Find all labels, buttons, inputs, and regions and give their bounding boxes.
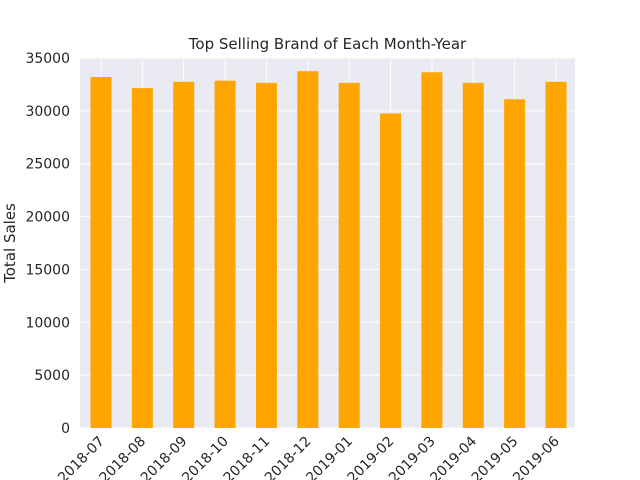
bars xyxy=(90,71,567,429)
y-tick-label: 25000 xyxy=(25,157,70,173)
bar-2019-03 xyxy=(421,72,443,429)
y-tick-label: 35000 xyxy=(25,51,70,67)
y-tick-labels: 0 5000 10000 15000 20000 25000 30000 35000 xyxy=(25,51,70,437)
y-tick-label: 15000 xyxy=(25,262,70,278)
plot-background xyxy=(80,58,575,428)
bar-2018-09 xyxy=(173,81,195,429)
bar-2018-07 xyxy=(90,77,112,429)
bar-2019-01 xyxy=(338,82,360,428)
y-tick-label: 20000 xyxy=(25,210,70,226)
bar-2019-05 xyxy=(504,99,526,428)
bar-2019-04 xyxy=(462,82,484,428)
bar-2019-06 xyxy=(545,81,567,429)
bar-2018-10 xyxy=(214,80,236,428)
y-axis-label: Total Sales xyxy=(1,203,19,284)
x-tick-labels: 2018-072018-082018-092018-102018-112018-… xyxy=(55,433,563,480)
y-tick-label: 5000 xyxy=(34,368,70,384)
y-tick-label: 0 xyxy=(61,421,70,437)
bar-2018-12 xyxy=(297,71,319,428)
bar-2018-11 xyxy=(255,82,277,428)
bar-2018-08 xyxy=(131,88,153,428)
chart-title: Top Selling Brand of Each Month-Year xyxy=(188,35,467,53)
x-tick-label: 2019-06 xyxy=(510,433,563,480)
y-tick-label: 30000 xyxy=(25,104,70,120)
y-tick-label: 10000 xyxy=(25,315,70,331)
bar-2019-02 xyxy=(380,113,402,428)
